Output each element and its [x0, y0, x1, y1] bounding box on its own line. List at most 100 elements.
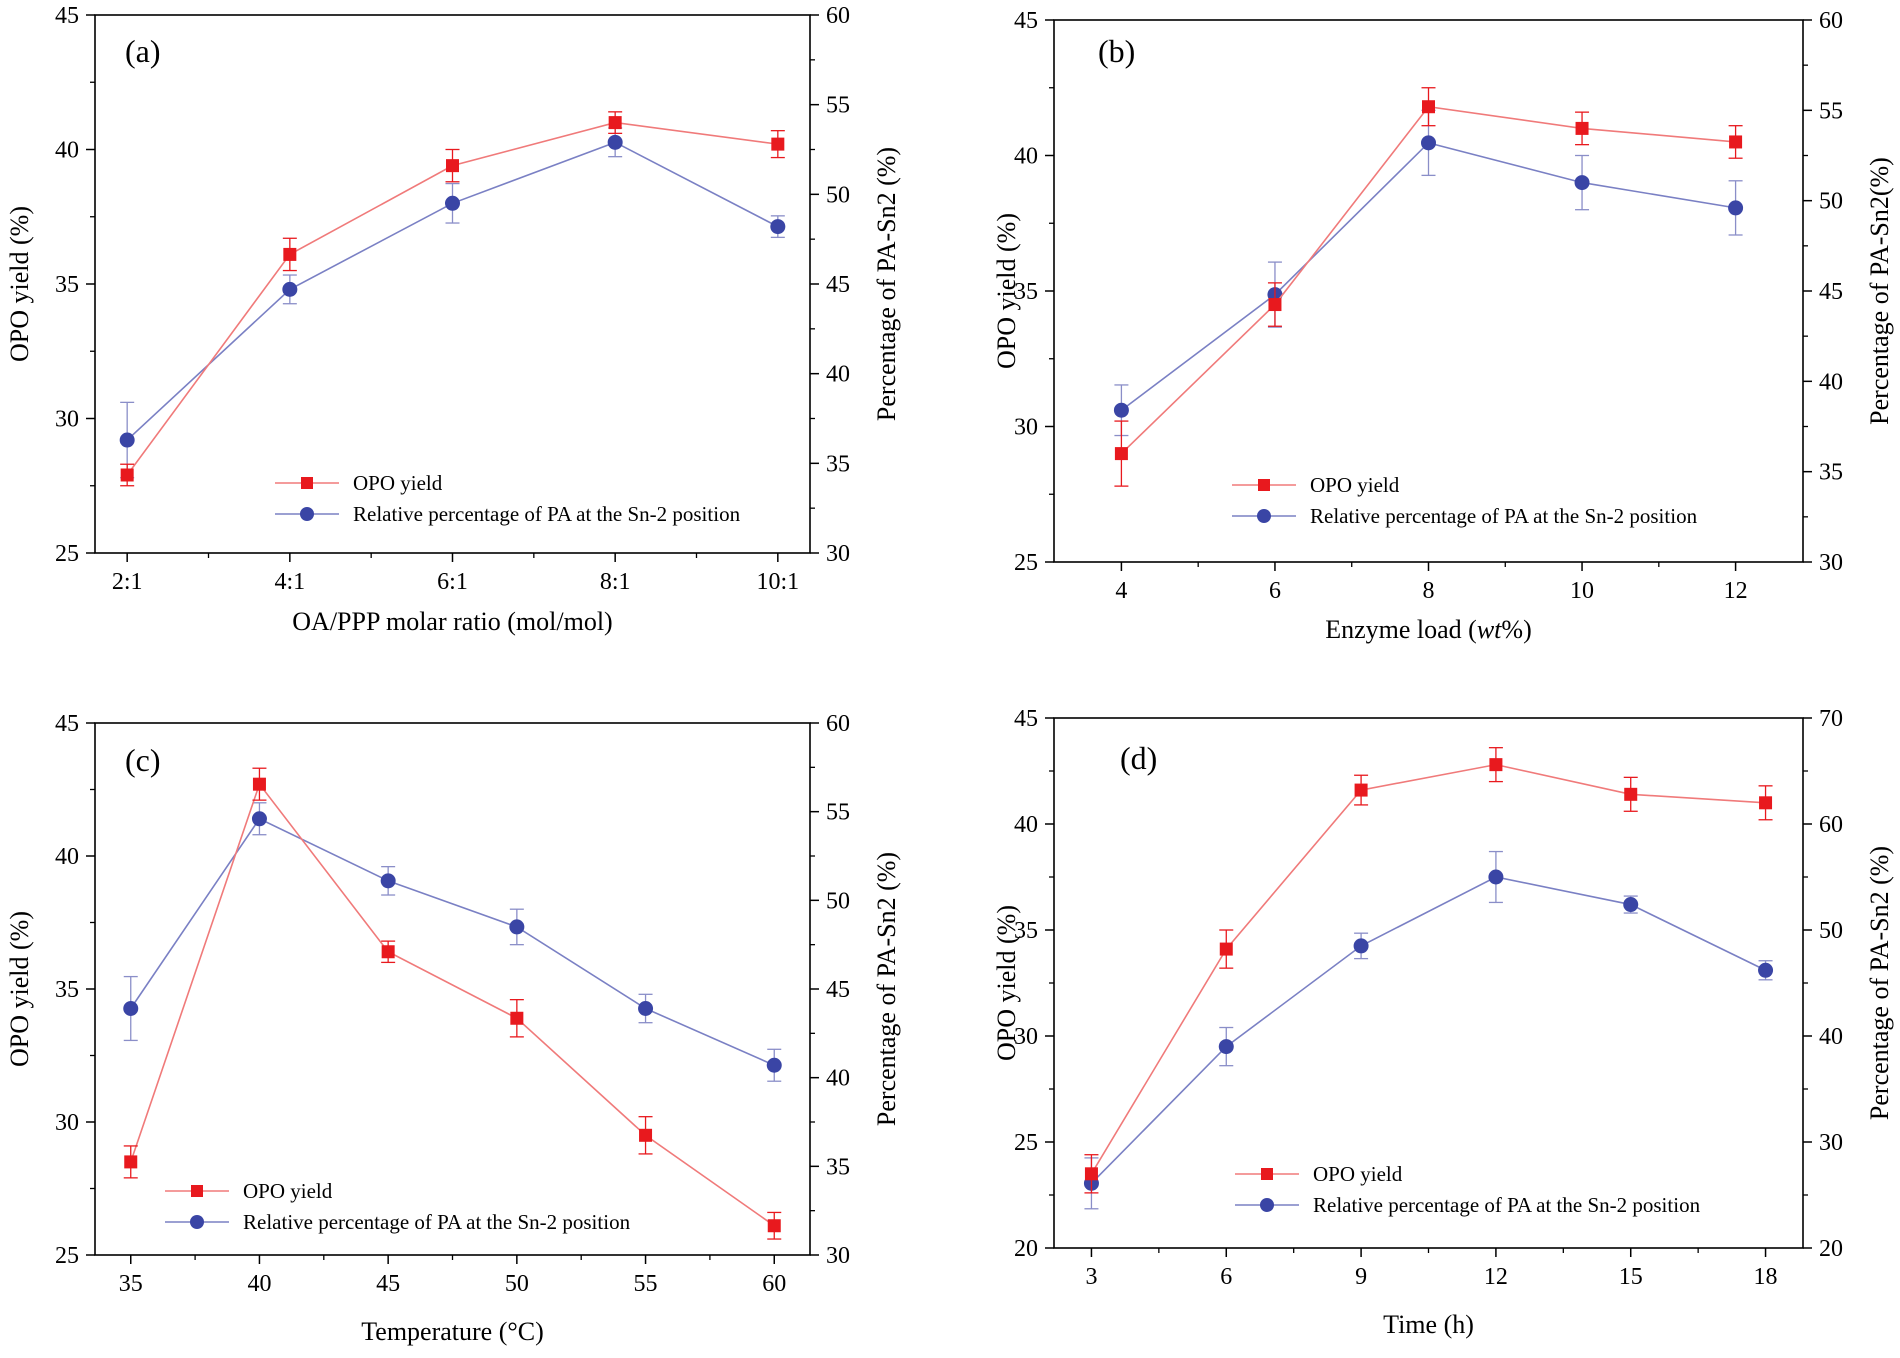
x-tick-label: 8 — [1423, 578, 1435, 604]
data-point-square — [510, 1011, 524, 1025]
y-left-tick-label: 40 — [55, 138, 79, 164]
data-point-circle — [1353, 938, 1369, 954]
y-right-tick-label: 30 — [1819, 550, 1843, 576]
x-axis-label-part: Enzyme load ( — [1325, 615, 1477, 644]
y-left-tick-label: 25 — [1014, 1130, 1038, 1156]
y-left-axis-label: OPO yield (%) — [992, 905, 1021, 1061]
x-tick-label: 2:1 — [112, 569, 143, 595]
y-left-tick-label: 25 — [1014, 550, 1038, 576]
y-left-tick-label: 45 — [1014, 706, 1038, 732]
x-tick-label: 15 — [1619, 1264, 1643, 1290]
legend-marker-square — [1258, 479, 1270, 491]
data-point-circle — [766, 1057, 782, 1073]
data-point-circle — [1421, 135, 1436, 151]
data-point-square — [446, 159, 459, 173]
y-right-tick-label: 50 — [826, 888, 850, 914]
y-right-tick-label: 35 — [826, 451, 850, 477]
y-left-axis-label: OPO yield (%) — [5, 206, 34, 362]
series-pa-sn2 — [119, 127, 786, 479]
x-tick-label: 10 — [1570, 578, 1594, 604]
x-tick-label: 3 — [1085, 1264, 1097, 1290]
x-axis-label: Enzyme load (wt%) — [1325, 615, 1532, 644]
y-right-tick-label: 50 — [826, 182, 850, 208]
y-right-tick-label: 70 — [1819, 706, 1843, 732]
legend-label: Relative percentage of PA at the Sn-2 po… — [1313, 1193, 1701, 1217]
y-right-tick-label: 60 — [1819, 812, 1843, 838]
y-left-tick-label: 30 — [55, 1110, 79, 1136]
data-point-square — [639, 1128, 653, 1142]
data-point-circle — [1623, 897, 1639, 913]
x-tick-label: 50 — [505, 1271, 529, 1297]
data-point-square — [608, 116, 622, 130]
data-point-circle — [251, 811, 267, 827]
legend-marker-circle — [190, 1215, 204, 1229]
data-point-square — [252, 777, 266, 791]
y-right-axis-label: Percentage of PA-Sn2 (%) — [872, 852, 901, 1126]
y-right-tick-label: 20 — [1819, 1236, 1843, 1262]
legend: OPO yield Relative percentage of PA at th… — [1235, 1162, 1701, 1217]
x-axis-label: OA/PPP molar ratio (mol/mol) — [292, 607, 612, 636]
plot-frame — [94, 14, 811, 554]
data-point-circle — [123, 1001, 139, 1017]
y-right-tick-label: 30 — [1819, 1130, 1843, 1156]
chart-panel-1: 2:1 4:1 6:1 8:1 10:1 25 30 35 40 45 30 35 40 45 50 55 60… — [5, 3, 901, 636]
y-right-tick-label: 50 — [1819, 918, 1843, 944]
x-tick-label: 6 — [1269, 578, 1281, 604]
legend-marker-square — [191, 1185, 203, 1197]
y-left-axis-label: OPO yield (%) — [992, 213, 1021, 369]
y-right-tick-label: 40 — [826, 362, 850, 388]
y-right-axis-label: Percentage of PA-Sn2 (%) — [872, 147, 901, 421]
series-opo-yield — [1084, 747, 1773, 1194]
x-tick-label: 55 — [634, 1271, 658, 1297]
x-tick-label: 12 — [1484, 1264, 1508, 1290]
series-opo-yield — [1114, 87, 1743, 487]
x-tick-label: 4:1 — [275, 569, 306, 595]
data-point-square — [1729, 135, 1743, 149]
data-point-circle — [1574, 175, 1590, 191]
y-right-tick-label: 60 — [826, 711, 850, 737]
panel-label: (d) — [1120, 740, 1157, 776]
legend-marker-square — [301, 477, 313, 489]
y-right-tick-label: 35 — [826, 1154, 850, 1180]
series-line — [1090, 763, 1766, 1175]
data-point-square — [283, 247, 297, 261]
series-opo-yield — [123, 767, 782, 1240]
series-line — [1090, 876, 1766, 1184]
panel-label: (b) — [1098, 33, 1135, 69]
data-point-square — [1084, 1167, 1098, 1181]
y-right-tick-label: 60 — [1819, 8, 1843, 34]
data-point-circle — [445, 195, 460, 211]
panel-label: (a) — [125, 33, 161, 69]
data-point-square — [1759, 796, 1773, 810]
data-point-circle — [1758, 962, 1774, 978]
data-point-square — [1219, 942, 1233, 956]
y-left-tick-label: 35 — [1014, 918, 1038, 944]
x-axis-label-part: %) — [1501, 615, 1531, 644]
series-line — [129, 782, 775, 1227]
panel-label: (c) — [125, 742, 161, 778]
data-point-circle — [770, 219, 786, 235]
y-left-axis-label: OPO yield (%) — [5, 911, 34, 1067]
y-left-tick-label: 30 — [55, 407, 79, 433]
y-left-tick-label: 35 — [55, 977, 79, 1003]
legend-marker-square — [1261, 1168, 1273, 1180]
data-point-square — [1489, 758, 1503, 772]
y-right-tick-label: 40 — [1819, 369, 1843, 395]
y-right-tick-label: 55 — [826, 800, 850, 826]
data-point-circle — [1113, 402, 1129, 418]
x-tick-label: 4 — [1115, 578, 1127, 604]
x-tick-label: 18 — [1754, 1264, 1778, 1290]
y-left-tick-label: 35 — [1014, 279, 1038, 305]
chart-panel-4: 3 6 9 12 15 18 20 25 30 35 40 45 20 30 40 50 60 70 Time (h… — [992, 706, 1894, 1339]
x-tick-label: 45 — [376, 1271, 400, 1297]
legend-label: OPO yield — [1313, 1162, 1403, 1186]
y-right-tick-label: 55 — [826, 93, 850, 119]
series-line — [1120, 141, 1736, 411]
y-right-tick-label: 60 — [826, 3, 850, 29]
data-point-square — [120, 468, 134, 482]
legend-label: OPO yield — [353, 471, 443, 495]
legend: OPO yield Relative percentage of PA at th… — [1232, 473, 1698, 528]
data-point-square — [124, 1155, 138, 1169]
data-point-square — [767, 1219, 781, 1233]
